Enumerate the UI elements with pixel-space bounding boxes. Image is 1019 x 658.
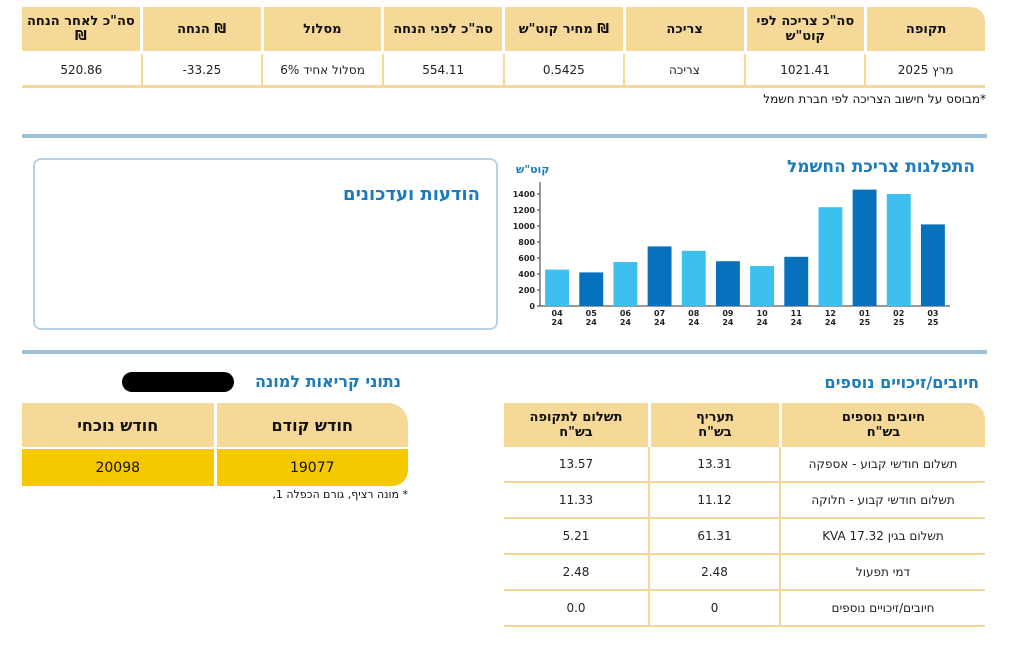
- charge-payment: 0.0: [566, 601, 586, 615]
- bar: [852, 189, 877, 306]
- announcements-box: הודעות ועדכונים: [33, 158, 498, 330]
- bar: [647, 246, 672, 306]
- charges-header-item-label: חיובים נוספים בש"ח: [841, 410, 926, 440]
- bar: [715, 261, 740, 306]
- bar: [579, 272, 604, 306]
- x-tick-label: 05 24: [586, 309, 598, 327]
- summary-table: תקופה סה"כ צריכה לפי קוט"ש צריכה מחיר קו…: [22, 7, 985, 88]
- bar: [818, 207, 843, 306]
- y-tick-label: 200: [518, 286, 535, 295]
- summary-price: 0.5425: [502, 54, 624, 85]
- section-divider: [22, 134, 987, 138]
- bar: [613, 262, 638, 306]
- table-row: תשלום חודשי קבוע - אספקה 13.31 13.57: [504, 447, 985, 483]
- bar: [681, 250, 706, 306]
- x-tick-label: 11 24: [791, 309, 803, 327]
- y-tick-label: 400: [518, 270, 535, 279]
- meter-header-previous: חודש קודם: [213, 403, 408, 447]
- charge-item: דמי תפעול: [779, 555, 985, 589]
- x-tick-label: 06 24: [620, 309, 632, 327]
- x-tick-label: 10 24: [757, 309, 769, 327]
- summary-consumption: צריכה: [623, 54, 744, 85]
- summary-header-total-kwh: סה"כ צריכה לפי קוט"ש: [743, 7, 865, 51]
- bar: [545, 269, 570, 306]
- charges-header-item: חיובים נוספים בש"ח: [779, 403, 985, 447]
- charges-table: חיובים נוספים בש"ח תעריף בש"ח תשלום לתקו…: [504, 403, 985, 627]
- summary-before-discount: 554.11: [381, 54, 503, 85]
- table-row: תשלום בגין 17.32 KVA 61.31 5.21: [504, 519, 985, 555]
- summary-discount: -33.25: [140, 54, 262, 85]
- meter-values-row: 19077 20098: [22, 449, 408, 486]
- bar: [784, 256, 809, 306]
- summary-header-period: תקופה: [864, 7, 985, 51]
- y-tick-label: 800: [518, 238, 535, 247]
- charges-header-payment-label: תשלום לתקופה בש"ח: [529, 410, 623, 440]
- meter-header-current: חודש נוכחי: [22, 403, 214, 447]
- redacted-meter-id: [122, 372, 234, 392]
- charge-payment: 5.21: [562, 529, 590, 543]
- section-divider: [22, 350, 987, 354]
- charge-payment: 11.33: [558, 493, 594, 507]
- x-tick-label: 03 25: [927, 309, 939, 327]
- meter-previous-value: 19077: [213, 449, 408, 486]
- summary-header-consumption: צריכה: [622, 7, 744, 51]
- charges-header-payment: תשלום לתקופה בש"ח: [504, 403, 648, 447]
- charge-item: חיובים/זיכויים נוספים: [779, 591, 985, 625]
- charge-item: תשלום בגין 17.32 KVA: [779, 519, 985, 553]
- summary-note: *מבוסס על חישוב הצריכה לפי חברת חשמל: [763, 92, 986, 106]
- meter-header-row: חודש קודם חודש נוכחי: [22, 403, 408, 447]
- summary-header-discount: הנחה ₪: [139, 7, 261, 51]
- charge-rate: 13.31: [648, 447, 779, 481]
- charges-title: חיובים/זיכויים נוספים: [824, 373, 979, 392]
- meter-current-value: 20098: [22, 449, 214, 486]
- consumption-chart: 0 200 400 600 800 1000 1200 1400 04 24 05 24 06 24 07 2…: [513, 182, 950, 327]
- y-tick-label: 600: [518, 254, 535, 263]
- chart-y-unit: קוט"ש: [516, 163, 550, 176]
- summary-header-plan: מסלול: [260, 7, 382, 51]
- summary-period: מרץ 2025: [864, 54, 985, 85]
- table-row: תשלום חודשי קבוע - חלוקה 11.12 11.33: [504, 483, 985, 519]
- chart-title: התפלגות צריכת החשמל: [786, 157, 975, 177]
- summary-after-discount: 520.86: [60, 62, 103, 77]
- x-tick-label: 08 24: [688, 309, 700, 327]
- x-tick-label: 01 25: [859, 309, 871, 327]
- y-tick-label: 1400: [513, 190, 536, 199]
- bar: [920, 224, 945, 306]
- summary-header-price: מחיר קוט"ש ₪: [502, 7, 623, 51]
- y-tick-label: 1000: [513, 222, 536, 231]
- charge-rate: 2.48: [648, 555, 779, 589]
- summary-header-row: תקופה סה"כ צריכה לפי קוט"ש צריכה מחיר קו…: [22, 7, 985, 51]
- charges-header-rate: תעריף בש"ח: [648, 403, 779, 447]
- charges-header-rate-label: תעריף בש"ח: [696, 410, 734, 440]
- x-tick-label: 04 24: [552, 309, 564, 327]
- meter-title: נתוני קריאות למונה: [255, 372, 401, 391]
- charge-rate: 0: [648, 591, 779, 625]
- meter-table: חודש קודם חודש נוכחי 19077 20098: [22, 403, 408, 486]
- summary-header-before-discount: סה"כ לפני הנחה: [381, 7, 502, 51]
- charge-item: תשלום חודשי קבוע - חלוקה: [779, 483, 985, 517]
- summary-total-kwh: 1021.41: [743, 54, 865, 85]
- charge-rate: 11.12: [648, 483, 779, 517]
- y-tick-label: 0: [529, 302, 535, 311]
- table-row: דמי תפעול 2.48 2.48: [504, 555, 985, 591]
- summary-data-row: מרץ 2025 1021.41 צריכה 0.5425 554.11 מסל…: [22, 54, 985, 88]
- summary-plan: מסלול אחיד 6%: [261, 54, 382, 85]
- summary-header-after-discount: סה"כ לאחר הנחה ₪: [22, 7, 140, 51]
- x-tick-label: 02 25: [893, 309, 905, 327]
- x-tick-label: 09 24: [722, 309, 734, 327]
- bar: [886, 194, 911, 306]
- charge-payment: 2.48: [562, 565, 590, 579]
- announcements-title: הודעות ועדכונים: [343, 184, 480, 205]
- table-row: חיובים/זיכויים נוספים 0 0.0: [504, 591, 985, 627]
- charges-header-row: חיובים נוספים בש"ח תעריף בש"ח תשלום לתקו…: [504, 403, 985, 447]
- x-tick-label: 07 24: [654, 309, 666, 327]
- x-tick-label: 12 24: [825, 309, 837, 327]
- charge-payment: 13.57: [558, 457, 594, 471]
- charge-rate: 61.31: [648, 519, 779, 553]
- y-tick-label: 1200: [513, 206, 536, 215]
- charge-item: תשלום חודשי קבוע - אספקה: [779, 447, 985, 481]
- meter-note: * מונה רציף, גורם הכפלה 1,: [272, 488, 408, 501]
- bar: [750, 266, 775, 306]
